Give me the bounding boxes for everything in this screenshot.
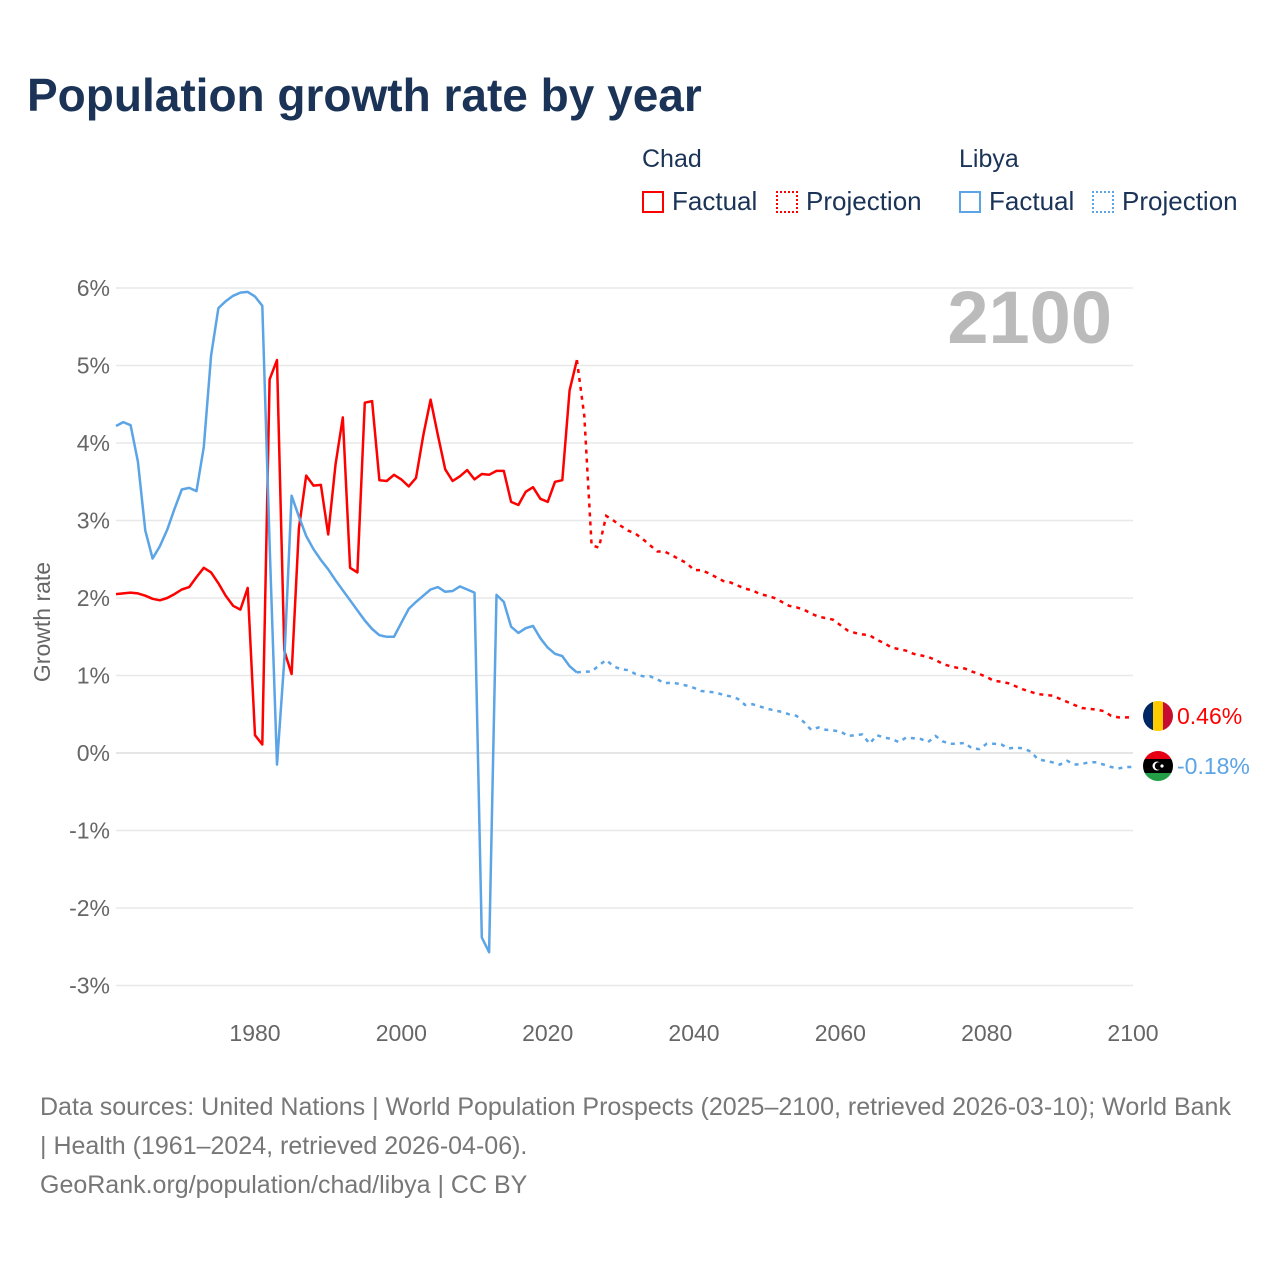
legend-country-chad: Chad bbox=[642, 145, 702, 173]
legend-chad-projection[interactable]: Projection bbox=[776, 186, 922, 217]
y-tick-label: 3% bbox=[77, 508, 110, 534]
legend-country-libya: Libya bbox=[959, 145, 1019, 173]
legend-label: Projection bbox=[1122, 186, 1238, 216]
x-tick-label: 2100 bbox=[1107, 1020, 1158, 1046]
chad-projection-line bbox=[575, 359, 1133, 719]
flag-stripe bbox=[1143, 701, 1153, 731]
legend-label: Factual bbox=[672, 186, 758, 216]
x-tick-label: 2040 bbox=[668, 1020, 719, 1046]
chad-flag bbox=[1143, 701, 1173, 731]
y-tick-label: -1% bbox=[69, 818, 110, 844]
x-tick-label: 2080 bbox=[961, 1020, 1012, 1046]
y-tick-label: 6% bbox=[77, 275, 110, 301]
flag-stripe bbox=[1163, 701, 1173, 731]
x-tick-label: 2020 bbox=[522, 1020, 573, 1046]
data-sources: Data sources: United Nations | World Pop… bbox=[40, 1093, 1231, 1160]
y-tick-label: 4% bbox=[77, 430, 110, 456]
legend-swatch-solid bbox=[642, 190, 664, 213]
credit-link[interactable]: GeoRank.org/population/chad/libya | CC B… bbox=[40, 1171, 528, 1199]
y-tick-label: 5% bbox=[77, 353, 110, 379]
legend-libya-factual[interactable]: Factual bbox=[959, 186, 1074, 217]
flag-stripe bbox=[1153, 701, 1163, 731]
end-value-label: 0.46% bbox=[1177, 703, 1242, 729]
page-title: Population growth rate by year bbox=[27, 69, 702, 121]
legend-label: Factual bbox=[989, 186, 1075, 216]
legend-swatch-solid bbox=[959, 190, 981, 213]
libya-flag bbox=[1143, 751, 1173, 781]
footer: Data sources: United Nations | World Pop… bbox=[40, 1088, 1240, 1205]
y-tick-label: 2% bbox=[77, 585, 110, 611]
y-tick-label: -3% bbox=[69, 973, 110, 999]
x-tick-label: 1980 bbox=[229, 1020, 280, 1046]
crescent-icon bbox=[1154, 762, 1163, 770]
x-tick-label: 2000 bbox=[376, 1020, 427, 1046]
y-tick-label: -2% bbox=[69, 895, 110, 921]
y-tick-label: 1% bbox=[77, 663, 110, 689]
libya-factual-line bbox=[115, 290, 578, 954]
year-label: 2100 bbox=[947, 276, 1112, 359]
star-icon bbox=[1160, 764, 1164, 768]
legend-swatch-dotted bbox=[776, 190, 798, 213]
chad-factual-line bbox=[115, 358, 579, 746]
legend-chad-factual[interactable]: Factual bbox=[642, 186, 757, 217]
legend-libya-projection[interactable]: Projection bbox=[1092, 186, 1238, 217]
legend-swatch-dotted bbox=[1092, 190, 1114, 213]
end-value-label: -0.18% bbox=[1177, 753, 1250, 779]
flag-stripe bbox=[1143, 751, 1173, 759]
x-tick-label: 2060 bbox=[815, 1020, 866, 1046]
flag-stripe bbox=[1143, 773, 1173, 781]
legend-label: Projection bbox=[806, 186, 922, 216]
libya-projection-line bbox=[576, 658, 1133, 770]
y-axis-label: Growth rate bbox=[29, 562, 55, 682]
y-tick-label: 0% bbox=[77, 740, 110, 766]
